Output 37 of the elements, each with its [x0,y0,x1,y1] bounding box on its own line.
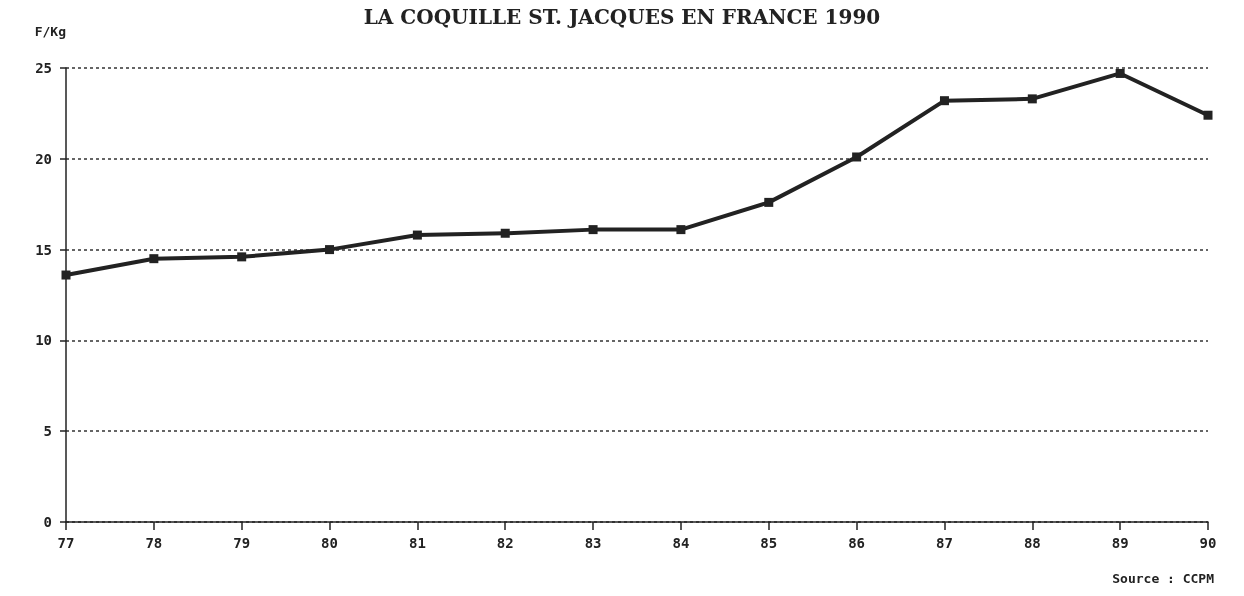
x-tick-label: 83 [584,535,602,551]
point [149,254,159,264]
point [237,252,247,262]
point [500,228,510,238]
x-tick-label: 82 [496,535,514,551]
y-axis-title: F/Kg [34,24,66,39]
x-tick-label: 90 [1199,535,1217,551]
point [588,225,598,235]
y-tick-label: 10 [35,332,52,349]
x-tick-label: 85 [760,535,778,551]
point [764,197,774,207]
point [1203,110,1213,120]
x-tick-label: 89 [1111,535,1129,551]
point [852,152,862,162]
y-tick-label: 0 [43,514,52,530]
point [1115,68,1125,78]
x-tick-label: 79 [233,535,251,551]
y-tick-label: 5 [43,423,52,440]
x-tick-label: 80 [321,535,338,551]
chart-title: LA COQUILLE ST. JACQUES EN FRANCE 1990 [363,5,881,29]
y-tick-label: 20 [35,150,52,167]
x-tick-label: 86 [848,535,866,551]
y-tick-label: 25 [35,60,52,76]
point [676,225,686,235]
x-tick-label: 88 [1023,535,1041,551]
point [1027,94,1037,104]
point [325,245,335,255]
point [61,270,71,280]
point [412,230,422,240]
point [939,96,949,106]
x-tick-label: 78 [145,535,163,551]
x-tick-label: 77 [57,535,75,551]
y-tick-label: 15 [35,241,52,258]
x-tick-label: 84 [672,535,690,551]
x-tick-label: 87 [936,535,953,551]
source-note: Source : CCPM [1112,571,1215,586]
x-tick-label: 81 [408,535,426,551]
